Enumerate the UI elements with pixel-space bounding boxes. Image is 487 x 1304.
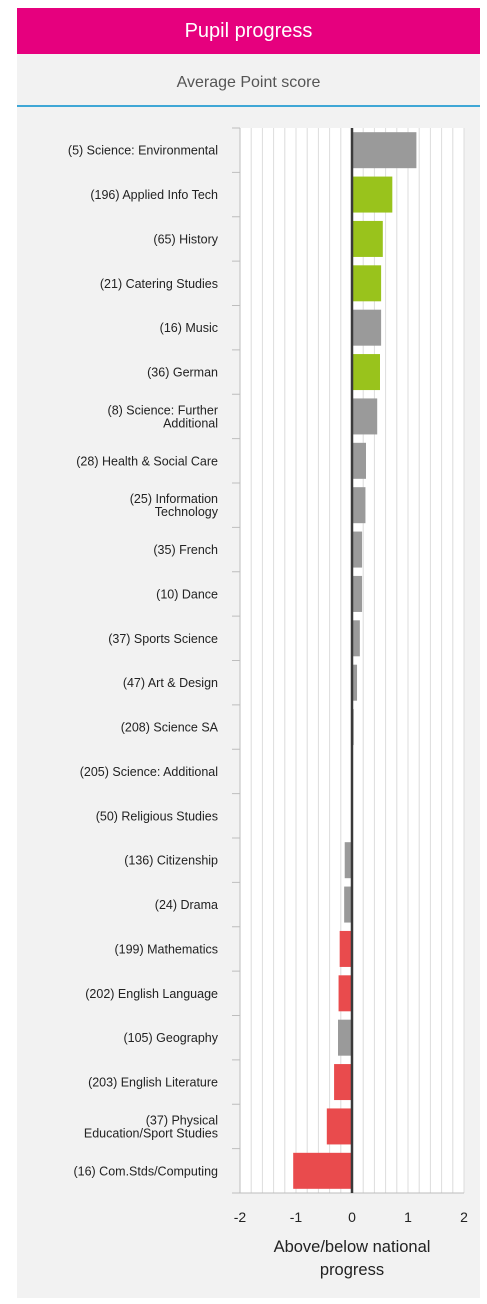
x-tick-label: 1 — [404, 1209, 412, 1225]
bar — [339, 930, 352, 967]
bar — [334, 1064, 352, 1101]
category-label: (16) Com.Stds/Computing — [73, 1164, 218, 1178]
bar — [326, 1108, 352, 1145]
bar — [293, 1152, 352, 1189]
category-label: (205) Science: Additional — [80, 765, 218, 779]
category-label: (208) Science SA — [121, 721, 219, 735]
bar — [338, 975, 352, 1012]
bar — [338, 1019, 352, 1056]
bar — [352, 220, 383, 257]
bar — [352, 575, 363, 612]
bar — [352, 354, 380, 391]
category-label: (8) Science: Further Additional — [108, 403, 218, 430]
category-label: (36) German — [147, 366, 218, 380]
bar — [352, 398, 378, 435]
bar — [352, 265, 382, 302]
category-label: (24) Drama — [155, 898, 218, 912]
bar — [344, 886, 352, 923]
header-divider — [17, 105, 480, 107]
category-label: (203) English Literature — [88, 1076, 218, 1090]
category-label: (199) Mathematics — [114, 942, 218, 956]
bar — [352, 132, 417, 169]
bar — [352, 531, 363, 568]
category-label: (196) Applied Info Tech — [90, 188, 218, 202]
category-label: (10) Dance — [156, 587, 218, 601]
bar — [352, 487, 366, 524]
bar — [344, 842, 352, 879]
category-label: (47) Art & Design — [123, 676, 218, 690]
category-label: (35) French — [153, 543, 218, 557]
bar — [352, 620, 360, 657]
category-label: (21) Catering Studies — [100, 277, 218, 291]
category-label: (5) Science: Environmental — [68, 144, 218, 158]
x-axis-title: Above/below national progress — [274, 1238, 431, 1279]
category-label: (50) Religious Studies — [96, 809, 218, 823]
category-label: (136) Citizenship — [124, 854, 218, 868]
x-tick-label: 0 — [348, 1209, 356, 1225]
category-label: (105) Geography — [123, 1031, 218, 1045]
bar — [352, 309, 382, 346]
category-label: (65) History — [153, 232, 218, 246]
x-tick-label: -2 — [234, 1209, 247, 1225]
x-tick-label: 2 — [460, 1209, 468, 1225]
category-label: (37) Sports Science — [108, 632, 218, 646]
category-label: (16) Music — [160, 321, 218, 335]
category-label: (25) Information Technology — [130, 492, 219, 519]
panel-header: Pupil progress — [17, 8, 480, 54]
chart-subtitle: Average Point score — [176, 74, 321, 91]
bar — [352, 664, 358, 701]
bar — [352, 176, 393, 213]
bar — [352, 442, 366, 479]
category-label: (28) Health & Social Care — [76, 454, 218, 468]
category-label: (37) Physical Education/Sport Studies — [84, 1113, 218, 1140]
category-label: (202) English Language — [85, 987, 218, 1001]
x-tick-label: -1 — [290, 1209, 303, 1225]
